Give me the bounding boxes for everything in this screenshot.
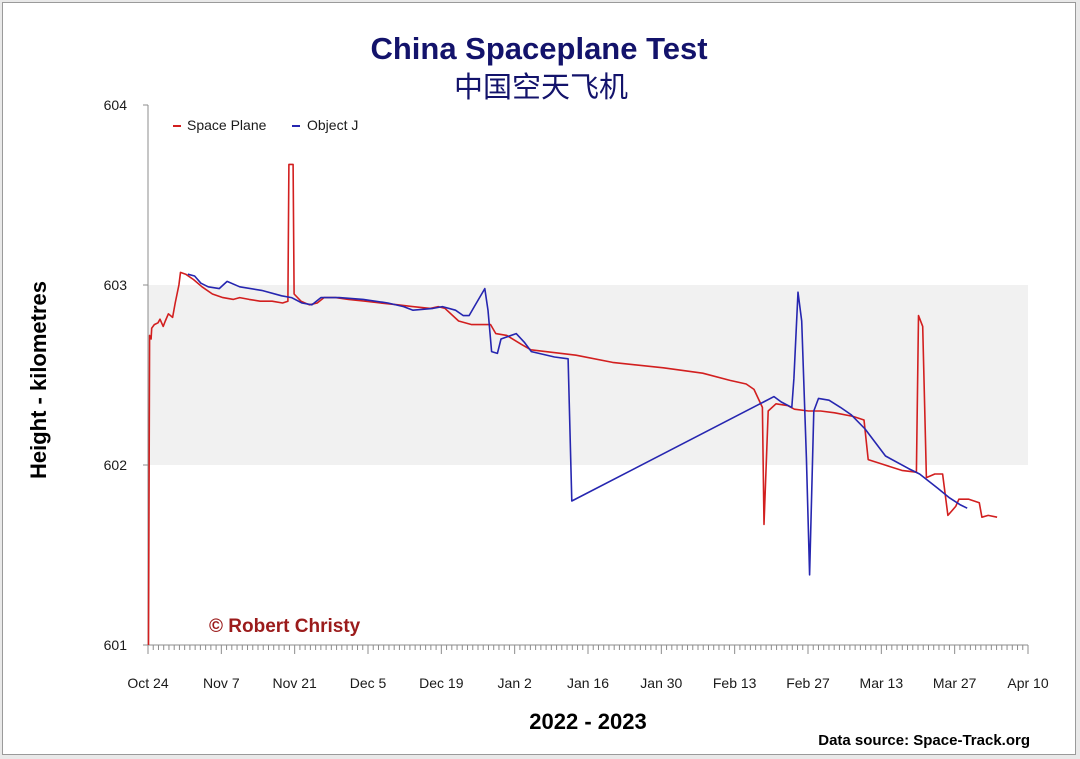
series-line-space-plane [147, 163, 998, 646]
shaded-band [148, 285, 1028, 465]
y-tick-label: 603 [104, 277, 128, 293]
x-tick-label: Feb 27 [786, 675, 830, 691]
series-line-object-j [187, 273, 968, 576]
y-tick-label: 601 [104, 637, 128, 653]
data-source-note: Data source: Space-Track.org [818, 732, 1030, 749]
x-tick-label: Mar 13 [860, 675, 904, 691]
x-tick-label: Jan 16 [567, 675, 609, 691]
x-tick-label: Apr 10 [1007, 675, 1048, 691]
chart-subtitle: 中国空天飞机 [454, 71, 628, 104]
x-tick-label: Oct 24 [127, 675, 168, 691]
y-tick-label: 604 [104, 97, 128, 113]
legend: Space Plane Object J [173, 117, 358, 133]
x-tick-label: Feb 13 [713, 675, 757, 691]
x-axis-title: 2022 - 2023 [529, 709, 646, 734]
x-tick-label: Dec 5 [350, 675, 387, 691]
x-tick-label: Jan 30 [640, 675, 682, 691]
x-axis: Oct 24 Nov 7 Nov 21 Dec 5 Dec 19 Jan 2 Jan 16 J… [127, 644, 1049, 691]
x-tick-label: Jan 2 [498, 675, 532, 691]
chart-title: China Spaceplane Test [370, 31, 707, 66]
legend-label-space-plane: Space Plane [187, 117, 267, 133]
legend-label-object-j: Object J [307, 117, 358, 133]
y-tick-label: 602 [104, 457, 128, 473]
x-tick-label: Nov 7 [203, 675, 240, 691]
x-tick-label: Dec 19 [419, 675, 464, 691]
y-axis: 601 602 603 604 [104, 97, 149, 653]
x-tick-label: Nov 21 [272, 675, 317, 691]
y-axis-title: Height - kilometres [26, 281, 51, 479]
copyright-credit: © Robert Christy [209, 616, 361, 637]
series-lines [147, 163, 998, 646]
x-tick-label: Mar 27 [933, 675, 977, 691]
